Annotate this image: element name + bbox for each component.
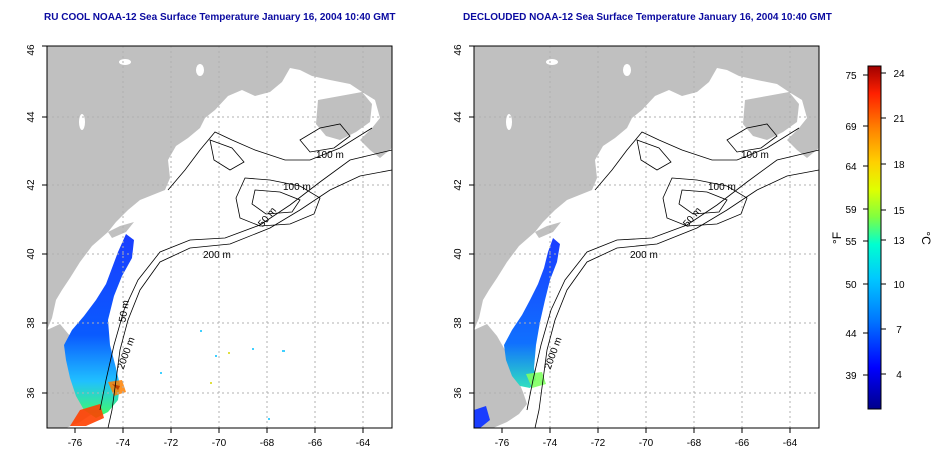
right-y-tick-46: 46 xyxy=(453,44,464,56)
right-x-tick-72: -72 xyxy=(591,438,606,449)
colorbar-c-tick-7: 7 xyxy=(896,325,902,336)
right-x-tick-76: -76 xyxy=(495,438,510,449)
left-contour-label-50m-b: 50 m xyxy=(117,299,132,323)
right-y-tick-38: 38 xyxy=(453,317,464,329)
right-contour-label-100m-a: 100 m xyxy=(741,150,769,161)
sst-colorbar: 75 69 64 59 55 50 44 39 24 21 18 15 13 1… xyxy=(830,65,933,410)
left-y-tick-40: 40 xyxy=(26,248,37,260)
right-x-tick-64: -64 xyxy=(783,438,798,449)
colorbar-c-tick-21: 21 xyxy=(893,114,905,125)
right-sst-coastal-band xyxy=(504,238,560,388)
right-map: 100 m 100 m 50 m 200 m 2000 m -76 -74 -7… xyxy=(453,44,820,449)
left-contour-label-100m-b: 100 m xyxy=(283,182,311,193)
colorbar-f-tick-39: 39 xyxy=(845,371,857,382)
right-contour-label-100m-b: 100 m xyxy=(708,182,736,193)
left-x-tick-64: -64 xyxy=(356,438,371,449)
left-y-tick-46: 46 xyxy=(26,44,37,56)
left-x-tick-66: -66 xyxy=(308,438,323,449)
left-map-title: RU COOL NOAA-12 Sea Surface Temperature … xyxy=(44,12,396,23)
left-y-tick-42: 42 xyxy=(26,179,37,191)
colorbar-f-tick-69: 69 xyxy=(845,122,857,133)
right-y-tick-44: 44 xyxy=(453,111,464,123)
colorbar-f-tick-55: 55 xyxy=(845,237,857,248)
colorbar-celsius-unit: °C xyxy=(919,231,933,245)
left-sst-coastal-band xyxy=(64,234,134,418)
colorbar-c-tick-18: 18 xyxy=(893,160,905,171)
left-x-tick-70: -70 xyxy=(212,438,227,449)
colorbar-f-tick-75: 75 xyxy=(845,71,857,82)
right-x-tick-70: -70 xyxy=(639,438,654,449)
right-contour-label-200m: 200 m xyxy=(630,250,658,261)
colorbar-c-tick-13: 13 xyxy=(893,236,905,247)
right-x-tick-66: -66 xyxy=(735,438,750,449)
colorbar-fahrenheit-unit: °F xyxy=(830,232,844,244)
colorbar-f-tick-64: 64 xyxy=(845,162,857,173)
right-y-tick-36: 36 xyxy=(453,387,464,399)
right-x-tick-68: -68 xyxy=(687,438,702,449)
left-map: 100 m 100 m 50 m 200 m 50 m 2000 m -76 -… xyxy=(26,44,393,449)
left-y-tick-36: 36 xyxy=(26,387,37,399)
left-x-tick-76: -76 xyxy=(68,438,83,449)
colorbar-f-tick-59: 59 xyxy=(845,205,857,216)
right-x-tick-74: -74 xyxy=(543,438,558,449)
right-y-tick-42: 42 xyxy=(453,179,464,191)
left-x-tick-74: -74 xyxy=(116,438,131,449)
colorbar-f-tick-44: 44 xyxy=(845,329,857,340)
left-x-tick-72: -72 xyxy=(164,438,179,449)
colorbar-c-tick-4: 4 xyxy=(896,370,902,381)
colorbar-gradient xyxy=(867,65,882,410)
colorbar-c-tick-24: 24 xyxy=(893,69,905,80)
colorbar-c-tick-15: 15 xyxy=(893,206,905,217)
colorbar-c-tick-10: 10 xyxy=(893,280,905,291)
right-map-title: DECLOUDED NOAA-12 Sea Surface Temperatur… xyxy=(463,12,832,23)
right-y-tick-40: 40 xyxy=(453,248,464,260)
left-x-tick-68: -68 xyxy=(260,438,275,449)
left-contour-label-200m: 200 m xyxy=(203,250,231,261)
left-y-tick-38: 38 xyxy=(26,317,37,329)
left-contour-label-100m-a: 100 m xyxy=(316,150,344,161)
colorbar-f-tick-50: 50 xyxy=(845,280,857,291)
left-y-tick-44: 44 xyxy=(26,111,37,123)
